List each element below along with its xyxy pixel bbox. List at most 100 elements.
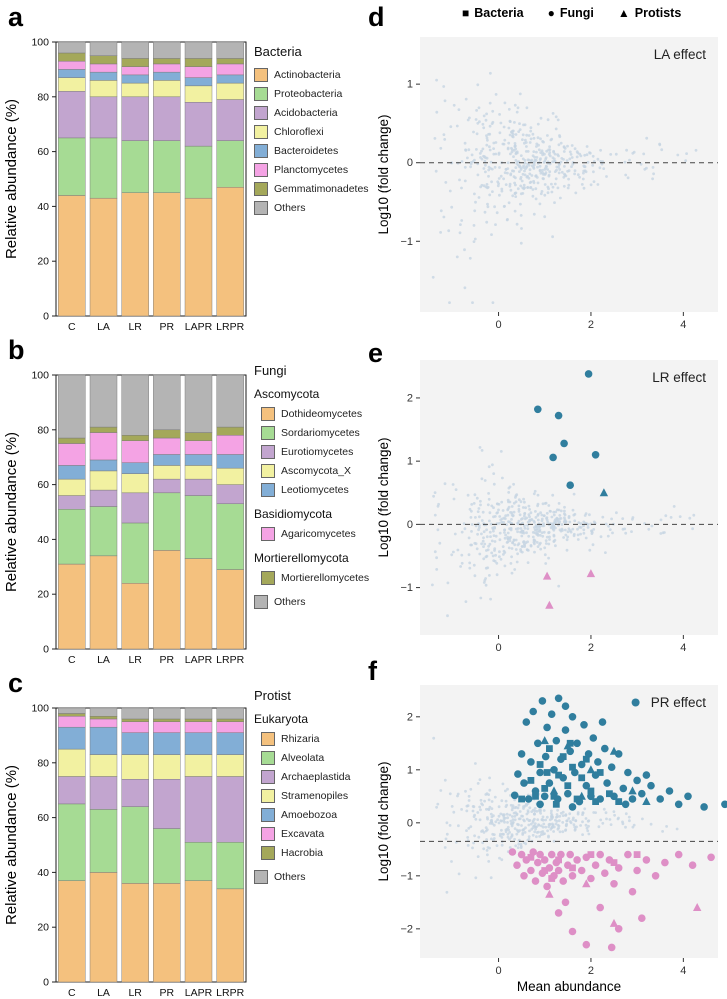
bar-segment-Proteobacteria — [58, 137, 86, 196]
plot-background — [420, 360, 718, 635]
bar-segment-Eurotiomycetes — [184, 478, 213, 496]
legend-swatch — [254, 182, 268, 196]
bar-segment-Others — [153, 707, 181, 720]
fungi-legend: Fungi Ascomycota Dothideomycetes Sordariomy… — [254, 363, 369, 619]
legend-title: Fungi — [254, 363, 287, 378]
bar-segment-Excavata — [216, 721, 244, 733]
significant-point — [552, 736, 561, 745]
significant-point — [540, 856, 549, 864]
legend-group: Basidiomycota Agaricomycetes — [254, 507, 362, 541]
bar-segment-Others — [121, 41, 149, 59]
significant-point — [656, 795, 664, 803]
panel-pr-effect-scatter: 0 2 4 2 1 0 −1 −2 PR effect Log10 (fold change) Me… — [362, 666, 727, 999]
significant-point — [541, 752, 550, 761]
fungi-stacked-bar-chart: Relative abundance (%) 0 20 40 60 80 100 C LA LR P… — [0, 333, 250, 666]
significant-point — [534, 858, 542, 867]
bar-segment-Others — [89, 374, 118, 428]
legend-group-header: Eukaryota — [254, 712, 309, 726]
significant-point — [543, 769, 551, 776]
significant-point — [615, 798, 623, 805]
marker-legend-label: Protists — [634, 6, 682, 20]
bar-segment-Agaricomycetes — [89, 432, 118, 461]
significant-point — [693, 903, 702, 911]
bar-segment-Rhizaria — [58, 880, 86, 983]
bar-segment-Bacteroidetes — [89, 71, 118, 81]
protist-legend: Protist Eukaryota Rhizaria Alveolata Archaep… — [254, 688, 362, 894]
panel-letter-b: b — [8, 335, 25, 365]
y-tick-label: 1 — [407, 456, 413, 468]
significant-point — [536, 850, 544, 859]
significant-point — [560, 439, 568, 448]
legend-swatch — [261, 732, 275, 746]
bar-segment-Actinobacteria — [89, 197, 118, 317]
bar-segment-Actinobacteria — [216, 186, 244, 317]
bar-segment-Chloroflexi — [153, 80, 181, 98]
y-axis-label: Log10 (fold change) — [376, 761, 391, 881]
bar-segment-Leotiomycetes — [184, 454, 213, 466]
y-tick-label: 60 — [37, 146, 49, 158]
significant-point — [517, 750, 526, 758]
bar-segment-Hacrobia — [216, 718, 244, 722]
legend-item-Amoebozoa: Amoebozoa — [254, 808, 362, 822]
legend-group: Others — [254, 595, 362, 609]
x-tick-label: 4 — [680, 965, 686, 977]
bar-segment-Alveolata — [153, 828, 181, 884]
bar-segment-Acidobacteria — [89, 96, 118, 139]
bar-segment-Sordariomycetes — [121, 522, 149, 584]
bar-segment-Alveolata — [216, 842, 244, 890]
panel-letter-e: e — [368, 338, 384, 368]
significant-point — [633, 851, 641, 858]
plot-frame — [55, 707, 247, 983]
bar-segment-Hacrobia — [184, 718, 213, 722]
bar-segment-Alveolata — [184, 842, 213, 881]
bar-segment-Sordariomycetes — [216, 503, 244, 570]
bar-segment-Planctomycetes — [184, 66, 213, 78]
bar-segment-Planctomycetes — [89, 63, 118, 73]
significant-point — [573, 739, 581, 748]
significant-point — [531, 787, 540, 795]
x-category-label: LR — [128, 654, 142, 666]
pr-effect-scatter-plot: 0 2 4 2 1 0 −1 −2 PR effect Log10 (fold change) Me… — [362, 666, 727, 999]
significant-point — [651, 872, 660, 880]
legend-item-Sordariomycetes: Sordariomycetes — [254, 426, 362, 440]
significant-point — [559, 753, 567, 760]
bar-segment-Stramenopiles — [153, 754, 181, 780]
bar-segment-Acidobacteria — [153, 96, 181, 141]
significant-point — [566, 850, 574, 859]
panel-fungi-barchart: Relative abundance (%) 0 20 40 60 80 100 C LA LR P… — [0, 333, 369, 666]
significant-point — [582, 781, 591, 790]
significant-point — [569, 864, 576, 872]
significant-point — [549, 453, 557, 462]
significant-point — [549, 786, 559, 795]
significant-point — [552, 800, 560, 808]
significant-point — [541, 867, 549, 874]
bar-segment-Proteobacteria — [121, 140, 149, 193]
significant-point — [573, 856, 581, 864]
bar-segment-Planctomycetes — [121, 66, 149, 76]
significant-point — [529, 707, 537, 716]
bar-segment-Eurotiomycetes — [216, 484, 244, 505]
protist-stacked-bar-chart: Relative abundance (%) 0 20 40 60 80 100 C LA LR P… — [0, 666, 250, 999]
x-category-label: C — [68, 654, 76, 666]
bar-segment-Eurotiomycetes — [58, 495, 86, 510]
legend-item-label: Bacteroidetes — [274, 145, 339, 157]
bacteria-stacked-bar-chart: Relative abundance (%) 0 20 40 60 80 100 C LA LR P… — [0, 0, 250, 333]
significant-point — [559, 877, 567, 885]
legend-item-Others: Others — [254, 595, 362, 609]
bar-segment-Agaricomycetes — [216, 435, 244, 455]
bar-segment-Hacrobia — [121, 718, 149, 722]
bar-segment-Gemmatimonadetes — [121, 58, 149, 67]
significant-point — [569, 763, 576, 771]
significant-point — [564, 789, 572, 798]
panel-bacteria-barchart: Relative abundance (%) 0 20 40 60 80 100 C LA LR P… — [0, 0, 369, 334]
legend-item-label: Hacrobia — [281, 847, 324, 859]
bar-segment-Ascomycota_X — [184, 465, 213, 480]
bar-segment-Leotiomycetes — [58, 465, 86, 480]
bar-segment-Excavata — [89, 718, 118, 728]
bar-segment-Sordariomycetes — [58, 509, 86, 565]
x-category-label: LA — [97, 654, 110, 666]
significant-point — [587, 874, 595, 883]
bar-segment-Others — [216, 707, 244, 720]
marker-legend-label: Bacteria — [474, 6, 524, 20]
bar-segment-Gemmatimonadetes — [216, 58, 244, 65]
